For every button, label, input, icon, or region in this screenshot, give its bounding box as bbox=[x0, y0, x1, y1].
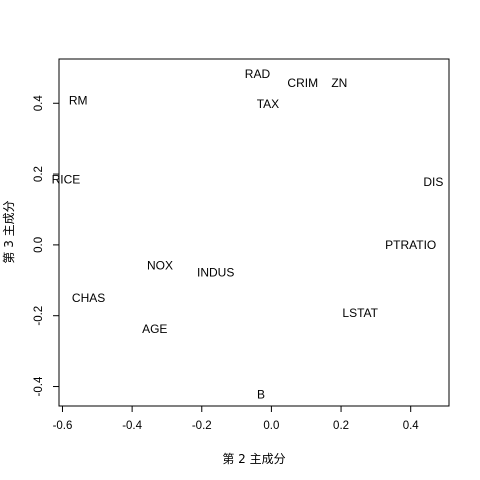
point-label-age: AGE bbox=[142, 322, 167, 336]
point-label-tax: TAX bbox=[257, 97, 279, 111]
point-label-crim: CRIM bbox=[287, 76, 318, 90]
y-axis: -0.4 -0.2 0.0 0.2 0.4 bbox=[33, 95, 60, 396]
plot-frame bbox=[58, 58, 450, 407]
x-tick-label: -0.2 bbox=[192, 420, 212, 432]
y-tick-label: 0.0 bbox=[33, 237, 45, 253]
y-tick-label: 0.2 bbox=[33, 166, 45, 182]
point-label-chas: CHAS bbox=[72, 291, 105, 305]
x-axis: -0.6 -0.4 -0.2 0.0 0.2 0.4 bbox=[53, 405, 420, 432]
y-axis-title: 第 3 主成分 bbox=[2, 200, 16, 263]
point-label-dis: DIS bbox=[423, 175, 443, 189]
point-label-b: B bbox=[257, 388, 265, 402]
point-label-ptratio: PTRATIO bbox=[385, 238, 436, 252]
point-label-rm: RM bbox=[69, 94, 88, 108]
point-label-zn: ZN bbox=[331, 76, 347, 90]
point-label-nox: NOX bbox=[147, 258, 173, 272]
x-axis-title: 第 2 主成分 bbox=[222, 452, 285, 466]
point-label-rice: RICE bbox=[52, 172, 81, 186]
x-tick-label: 0.4 bbox=[403, 420, 420, 432]
point-label-lstat: LSTAT bbox=[342, 306, 378, 320]
y-tick-label: 0.4 bbox=[33, 95, 45, 112]
x-tick-label: 0.2 bbox=[333, 420, 349, 432]
x-tick-label: 0.0 bbox=[263, 420, 279, 432]
point-label-indus: INDUS bbox=[197, 265, 234, 279]
y-tick-label: -0.2 bbox=[33, 306, 45, 326]
y-tick-label: -0.4 bbox=[33, 376, 45, 396]
x-tick-label: -0.6 bbox=[53, 420, 73, 432]
point-label-rad: RAD bbox=[245, 67, 271, 81]
x-tick-label: -0.4 bbox=[122, 420, 142, 432]
point-labels: RAD CRIM ZN TAX RM RICE DIS PTRATIO NOX INDUS CHAS… bbox=[52, 67, 444, 401]
